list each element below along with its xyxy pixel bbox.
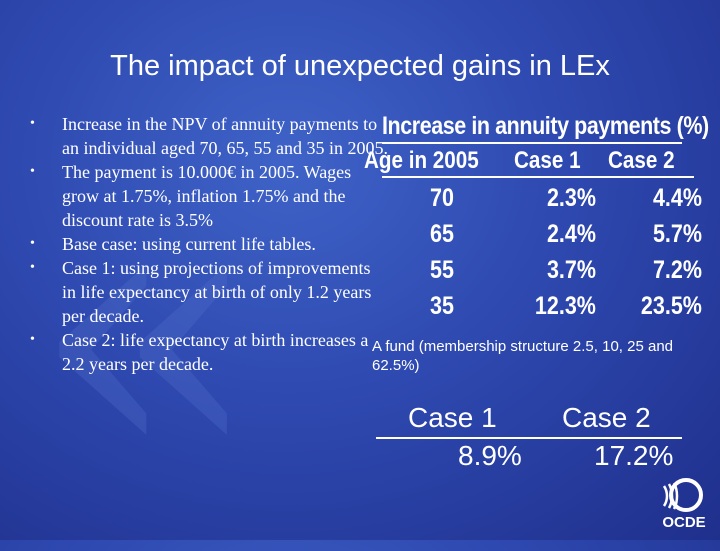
oecd-logo-icon — [662, 478, 703, 512]
table-cell-age: 70 — [430, 184, 454, 212]
slide-title: The impact of unexpected gains in LEx — [110, 50, 610, 82]
table-cell-case1: 2.4% — [546, 220, 596, 248]
fund-note: A fund (membership structure 2.5, 10, 25… — [372, 338, 674, 374]
table-header-case2: Case 2 — [608, 147, 675, 174]
logo-text: OCDE — [662, 514, 706, 531]
table-cell-case1: 3.7% — [546, 256, 596, 284]
fund-header-case2: Case 2 — [562, 402, 651, 433]
fund-value-case2: 17.2% — [594, 440, 674, 471]
table-row: 35 12.3% 23.5% — [362, 292, 702, 324]
table-row: 65 2.4% 5.7% — [362, 220, 702, 252]
table-cell-case1: 2.3% — [546, 184, 596, 212]
table-cell-age: 35 — [430, 292, 454, 320]
table-header-case1: Case 1 — [514, 147, 581, 174]
table-cell-case2: 23.5% — [641, 292, 702, 320]
table-cell-case2: 5.7% — [652, 220, 702, 248]
bullet-item: Base case: using current life tables. — [28, 232, 388, 256]
bullet-item: Case 2: life expectancy at birth increas… — [28, 328, 388, 376]
table-cell-age: 55 — [430, 256, 454, 284]
bullet-list: Increase in the NPV of annuity payments … — [28, 112, 388, 376]
table-divider — [382, 142, 682, 144]
table-cell-age: 65 — [430, 220, 454, 248]
table-header-age: Age in 2005 — [364, 147, 479, 174]
table-title: Increase in annuity payments (%) — [382, 112, 709, 140]
bullet-item: Increase in the NPV of annuity payments … — [28, 112, 388, 160]
table-row: 70 2.3% 4.4% — [362, 184, 702, 216]
table-cell-case1: 12.3% — [535, 292, 596, 320]
fund-table: Case 1 Case 2 8.9% 17.2% — [376, 402, 686, 474]
fund-value-case1: 8.9% — [458, 440, 522, 471]
bullet-item: Case 1: using projections of improvement… — [28, 256, 388, 328]
fund-header-case1: Case 1 — [408, 402, 497, 433]
oecd-logo: OCDE — [656, 478, 712, 531]
fund-divider — [376, 437, 682, 439]
bullet-item: The payment is 10.000€ in 2005. Wages gr… — [28, 160, 388, 232]
table-cell-case2: 7.2% — [652, 256, 702, 284]
table-row: 55 3.7% 7.2% — [362, 256, 702, 288]
table-divider — [382, 176, 694, 178]
table-cell-case2: 4.4% — [652, 184, 702, 212]
